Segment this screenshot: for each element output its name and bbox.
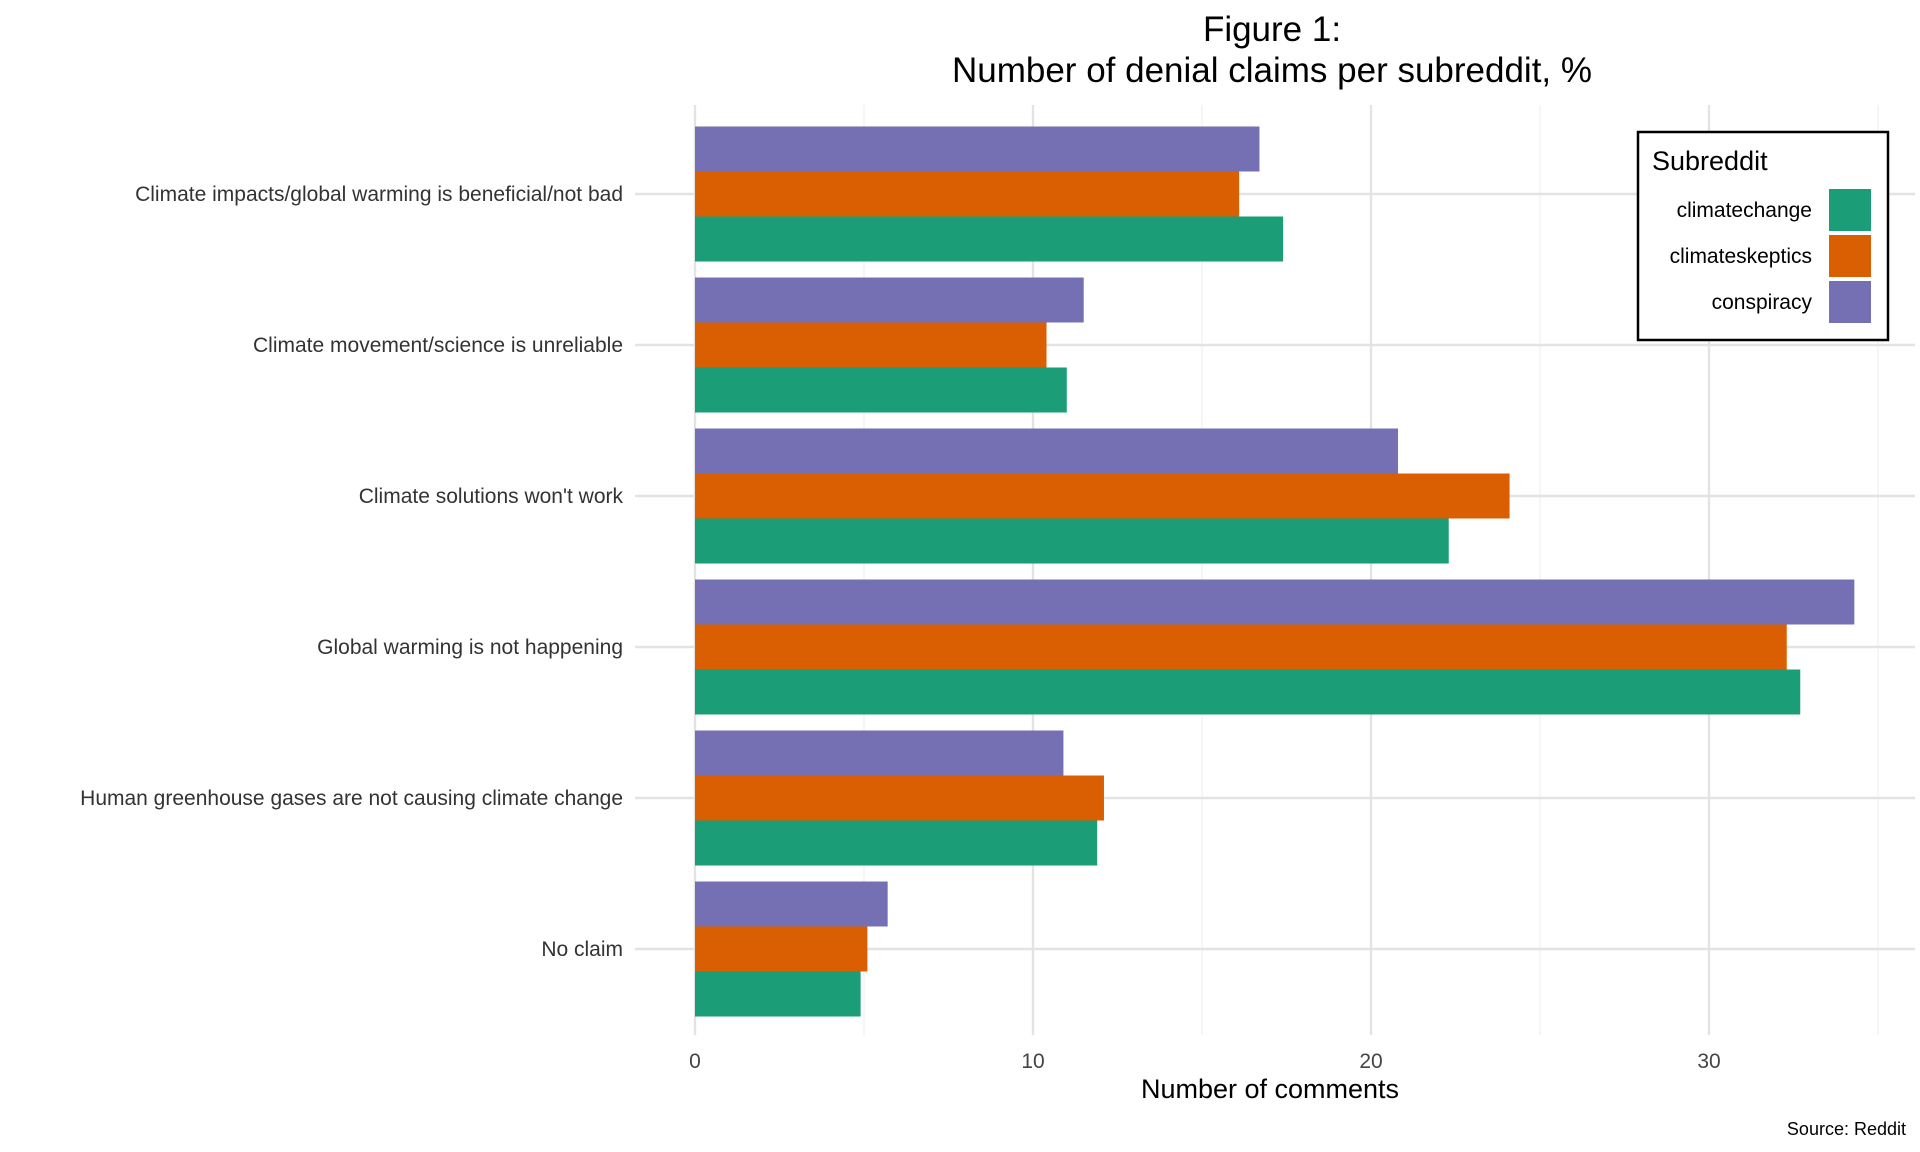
bar-climatechange — [695, 971, 861, 1017]
category-label: No claim — [541, 938, 623, 961]
legend-swatch-conspiracy — [1829, 281, 1871, 323]
caption: Source: Reddit — [1787, 1119, 1906, 1139]
category-label: Global warming is not happening — [317, 636, 623, 659]
legend-items: climatechange climateskeptics conspiracy — [1670, 189, 1871, 323]
bar-climatechange — [695, 518, 1449, 564]
category-label: Climate impacts/global warming is benefi… — [135, 183, 623, 206]
x-tick-label: 20 — [1359, 1050, 1382, 1073]
bar-conspiracy — [695, 277, 1084, 323]
label-layer: 0 10 20 30 Climate impacts/global warming is… — [80, 183, 1721, 1073]
category-label: Climate movement/science is unreliable — [253, 334, 623, 357]
chart-title-line1: Figure 1: — [1203, 10, 1341, 49]
x-tick-label: 10 — [1021, 1050, 1044, 1073]
legend-title: Subreddit — [1652, 146, 1768, 176]
category-label: Climate solutions won't work — [359, 485, 624, 508]
legend-label: climatechange — [1677, 199, 1812, 222]
bar-conspiracy — [695, 881, 888, 927]
bar-climatechange — [695, 367, 1067, 413]
legend-swatch-climateskeptics — [1829, 235, 1871, 277]
bar-conspiracy — [695, 579, 1855, 625]
legend-label: conspiracy — [1712, 291, 1813, 314]
bar-conspiracy — [695, 126, 1260, 172]
legend-label: climateskeptics — [1670, 245, 1812, 268]
bar-climateskeptics — [695, 624, 1787, 670]
chart-title-line2: Number of denial claims per subreddit, % — [952, 51, 1592, 90]
category-label: Human greenhouse gases are not causing c… — [80, 787, 623, 810]
x-axis-title: Number of comments — [1141, 1074, 1399, 1104]
legend-swatch-climatechange — [1829, 189, 1871, 231]
bar-climatechange — [695, 216, 1284, 262]
x-tick-label: 30 — [1697, 1050, 1720, 1073]
bar-climateskeptics — [695, 926, 868, 972]
bar-climateskeptics — [695, 473, 1510, 519]
bar-layer — [695, 126, 1855, 1017]
x-tick-label: 0 — [689, 1050, 701, 1073]
bar-climateskeptics — [695, 775, 1104, 821]
bar-climateskeptics — [695, 322, 1047, 368]
legend: Subreddit climatechange climateskeptics co… — [1636, 130, 1890, 342]
bar-conspiracy — [695, 730, 1064, 776]
bar-climatechange — [695, 820, 1098, 866]
bar-climateskeptics — [695, 171, 1240, 217]
bar-conspiracy — [695, 428, 1399, 474]
bar-climatechange — [695, 669, 1801, 715]
